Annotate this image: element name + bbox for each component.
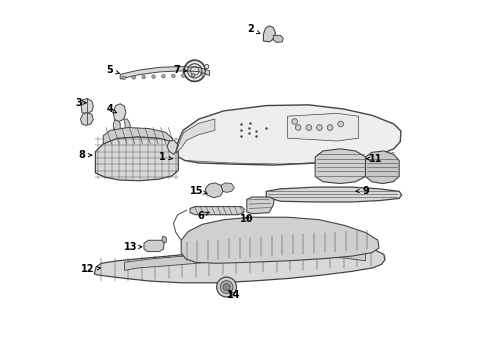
Polygon shape bbox=[266, 187, 402, 202]
Circle shape bbox=[217, 277, 237, 297]
Text: 5: 5 bbox=[106, 65, 119, 75]
Circle shape bbox=[172, 74, 175, 78]
Polygon shape bbox=[315, 149, 366, 184]
Text: 6: 6 bbox=[197, 211, 209, 221]
Circle shape bbox=[201, 73, 205, 77]
Polygon shape bbox=[124, 248, 366, 270]
Polygon shape bbox=[167, 140, 178, 154]
Circle shape bbox=[327, 125, 333, 130]
Polygon shape bbox=[205, 183, 223, 198]
Polygon shape bbox=[103, 127, 172, 144]
Circle shape bbox=[317, 125, 322, 130]
Polygon shape bbox=[124, 119, 131, 132]
Polygon shape bbox=[113, 120, 120, 132]
Polygon shape bbox=[80, 113, 93, 125]
Text: 15: 15 bbox=[191, 186, 207, 196]
Text: 14: 14 bbox=[227, 290, 241, 300]
Polygon shape bbox=[264, 26, 275, 42]
Circle shape bbox=[182, 74, 185, 77]
Polygon shape bbox=[144, 240, 164, 252]
Circle shape bbox=[184, 60, 205, 81]
Polygon shape bbox=[247, 197, 274, 214]
Circle shape bbox=[220, 281, 233, 293]
Text: 2: 2 bbox=[247, 24, 260, 34]
Text: 10: 10 bbox=[240, 214, 253, 224]
Text: 8: 8 bbox=[78, 150, 92, 160]
Circle shape bbox=[223, 283, 230, 291]
Polygon shape bbox=[95, 243, 385, 283]
Polygon shape bbox=[113, 104, 126, 122]
Text: 3: 3 bbox=[75, 98, 86, 108]
Circle shape bbox=[205, 64, 209, 69]
Polygon shape bbox=[366, 151, 399, 184]
Polygon shape bbox=[174, 105, 401, 165]
Circle shape bbox=[306, 125, 312, 130]
Text: 11: 11 bbox=[367, 154, 383, 164]
Circle shape bbox=[132, 76, 135, 79]
Text: 13: 13 bbox=[124, 242, 142, 252]
Polygon shape bbox=[190, 207, 245, 215]
Circle shape bbox=[142, 75, 146, 79]
Polygon shape bbox=[81, 99, 93, 113]
Circle shape bbox=[292, 119, 297, 124]
Circle shape bbox=[152, 75, 155, 78]
Polygon shape bbox=[273, 35, 283, 42]
Polygon shape bbox=[288, 113, 358, 141]
Text: 1: 1 bbox=[159, 152, 172, 162]
Polygon shape bbox=[162, 236, 166, 243]
Circle shape bbox=[122, 76, 125, 80]
Text: 9: 9 bbox=[356, 186, 369, 195]
Polygon shape bbox=[96, 137, 178, 181]
Text: 12: 12 bbox=[80, 264, 100, 274]
Polygon shape bbox=[221, 183, 234, 192]
Circle shape bbox=[192, 73, 195, 77]
Circle shape bbox=[295, 125, 301, 130]
Polygon shape bbox=[176, 119, 215, 153]
Text: 4: 4 bbox=[106, 104, 117, 114]
Circle shape bbox=[338, 121, 343, 127]
Polygon shape bbox=[120, 67, 210, 79]
Polygon shape bbox=[181, 217, 379, 263]
Circle shape bbox=[162, 75, 165, 78]
Text: 7: 7 bbox=[173, 65, 187, 75]
